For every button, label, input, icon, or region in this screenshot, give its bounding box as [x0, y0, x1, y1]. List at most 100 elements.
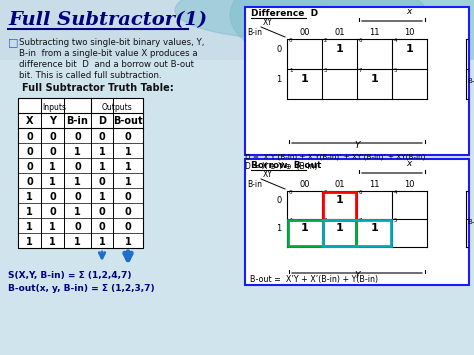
Text: 11: 11	[369, 28, 380, 37]
Text: □: □	[8, 37, 18, 47]
Text: B-in: B-in	[247, 28, 262, 37]
Text: 0: 0	[276, 196, 282, 205]
Text: 1: 1	[74, 237, 81, 247]
Bar	[245, 159, 469, 285]
Text: 0: 0	[289, 190, 292, 195]
Text: B-in  from a single-bit value X produces a: B-in from a single-bit value X produces …	[19, 49, 198, 58]
Text: 1: 1	[49, 177, 56, 187]
Bar	[18, 98, 143, 248]
Text: 0: 0	[74, 132, 81, 142]
Polygon shape	[0, 0, 474, 75]
Text: 6: 6	[359, 190, 363, 195]
Text: 10: 10	[404, 180, 415, 189]
Text: 1: 1	[301, 223, 309, 233]
Text: 7: 7	[359, 68, 363, 73]
Text: 0: 0	[125, 192, 131, 202]
Text: Subtracting two single-bit binary values, Y,: Subtracting two single-bit binary values…	[19, 38, 204, 47]
Text: 1: 1	[125, 237, 131, 247]
Text: XY: XY	[263, 18, 273, 27]
Bar	[323, 220, 391, 246]
Text: 0: 0	[99, 222, 105, 232]
Text: Inputs: Inputs	[43, 103, 66, 112]
Text: Borrow  B-out: Borrow B-out	[251, 161, 321, 170]
Text: B-in: B-in	[247, 180, 262, 189]
Text: 1: 1	[289, 218, 292, 223]
Text: 1: 1	[49, 162, 56, 172]
Text: B-out: B-out	[113, 116, 143, 126]
Text: 0: 0	[276, 45, 282, 54]
Text: 1: 1	[371, 74, 378, 84]
Text: 7: 7	[359, 218, 363, 223]
Text: 0: 0	[289, 38, 292, 43]
Text: 0: 0	[99, 207, 105, 217]
Text: 3: 3	[324, 68, 328, 73]
Text: Difference  D: Difference D	[251, 9, 318, 18]
Text: 1: 1	[125, 162, 131, 172]
Text: 2: 2	[324, 190, 328, 195]
Ellipse shape	[175, 0, 425, 40]
Text: 1: 1	[125, 177, 131, 187]
Text: 0: 0	[125, 207, 131, 217]
Text: 1: 1	[336, 195, 343, 205]
Text: X: X	[26, 116, 33, 126]
Text: 1: 1	[336, 44, 343, 54]
Text: 5: 5	[394, 218, 398, 223]
Text: Y: Y	[354, 141, 360, 150]
Text: 0: 0	[49, 207, 56, 217]
Text: B-in: B-in	[66, 116, 89, 126]
Text: 0: 0	[74, 192, 81, 202]
Text: 1: 1	[49, 222, 56, 232]
Text: Full Subtractor Truth Table:: Full Subtractor Truth Table:	[22, 83, 174, 93]
Text: 4: 4	[394, 190, 398, 195]
Text: difference bit  D  and a borrow out B-out: difference bit D and a borrow out B-out	[19, 60, 194, 69]
Text: 3: 3	[324, 218, 328, 223]
Text: 10: 10	[404, 28, 415, 37]
Text: 6: 6	[359, 38, 363, 43]
Text: 1: 1	[289, 68, 292, 73]
Text: 0: 0	[49, 147, 56, 157]
Text: 0: 0	[26, 147, 33, 157]
Text: 1: 1	[26, 207, 33, 217]
Text: 0: 0	[99, 177, 105, 187]
Text: B-out =  X’Y + X’(B-in) + Y(B-in): B-out = X’Y + X’(B-in) + Y(B-in)	[250, 275, 378, 284]
Text: 1: 1	[26, 222, 33, 232]
Text: D = X ⊕ Y ⊕  (B-in): D = X ⊕ Y ⊕ (B-in)	[245, 162, 318, 171]
Text: 0: 0	[125, 132, 131, 142]
Text: 1: 1	[99, 162, 105, 172]
Text: B-in: B-in	[467, 219, 474, 225]
Text: 0: 0	[49, 132, 56, 142]
Text: 1: 1	[99, 192, 105, 202]
Text: 1: 1	[371, 223, 378, 233]
Text: Full Subtractor(1): Full Subtractor(1)	[8, 11, 207, 29]
Text: 0: 0	[99, 132, 105, 142]
Text: 2: 2	[324, 38, 328, 43]
Text: XY: XY	[263, 170, 273, 179]
Text: 1: 1	[99, 147, 105, 157]
Text: 0: 0	[49, 192, 56, 202]
Text: 0: 0	[26, 177, 33, 187]
Bar	[245, 7, 469, 155]
Text: 1: 1	[74, 177, 81, 187]
Text: B-in: B-in	[467, 78, 474, 84]
Text: 4: 4	[394, 38, 398, 43]
Text: 00: 00	[299, 28, 310, 37]
Ellipse shape	[330, 0, 474, 45]
Text: 1: 1	[74, 147, 81, 157]
Bar	[0, 60, 474, 355]
Text: 0: 0	[26, 132, 33, 142]
Text: 1: 1	[26, 192, 33, 202]
Text: D: D	[98, 116, 106, 126]
Text: Y: Y	[354, 271, 360, 280]
Text: Outputs: Outputs	[101, 103, 132, 112]
Text: 0: 0	[125, 222, 131, 232]
Text: 01: 01	[334, 180, 345, 189]
Text: 1: 1	[276, 75, 282, 84]
Text: Y: Y	[49, 116, 56, 126]
Text: D =  X’Y’(B-in) + X’Y(B-in)’ + XY’(B-in)’ + XY(B-in): D = X’Y’(B-in) + X’Y(B-in)’ + XY’(B-in)’…	[245, 154, 425, 160]
Text: 0: 0	[74, 222, 81, 232]
Text: 1: 1	[125, 147, 131, 157]
Text: S(X,Y, B-in) = Σ (1,2,4,7): S(X,Y, B-in) = Σ (1,2,4,7)	[8, 271, 131, 280]
Text: 1: 1	[49, 237, 56, 247]
Text: bit. This is called full subtraction.: bit. This is called full subtraction.	[19, 71, 162, 80]
Text: 11: 11	[369, 180, 380, 189]
